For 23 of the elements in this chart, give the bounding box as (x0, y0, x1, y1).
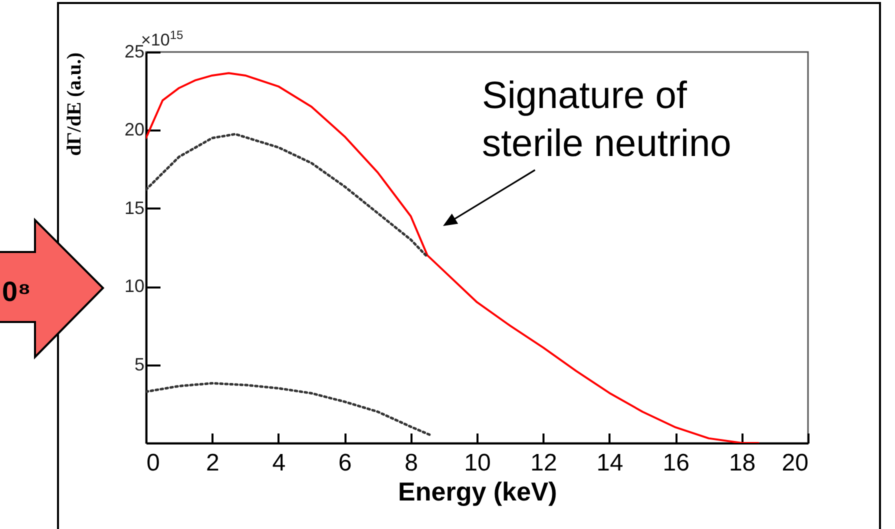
x-tick-label: 10 (464, 450, 491, 476)
x-tick-label: 4 (272, 450, 286, 476)
x-tick-label: 16 (662, 450, 690, 476)
y-tick-label: 10 (124, 276, 144, 296)
x-tick-label: 20 (782, 450, 808, 476)
x-tick-label: 8 (404, 450, 418, 476)
y-tick-label: 15 (124, 198, 144, 218)
y-tick-label: 5 (134, 354, 144, 374)
x-axis-title: Energy (keV) (398, 476, 557, 506)
x-tick-label: 14 (596, 450, 624, 476)
x-tick-label: 2 (206, 450, 220, 476)
x-tick-label: 18 (728, 450, 756, 476)
text: 0⁸ (2, 276, 31, 307)
y-axis-title: dΓ/dE (a.u.) (63, 52, 86, 156)
line-series (146, 72, 760, 443)
x-tick-label: 12 (530, 450, 558, 476)
text: ×10$^{15}$ (141, 28, 184, 50)
line-series (146, 382, 432, 436)
annotation: Signature of sterile neutrino (482, 74, 732, 167)
x-tick-label: 0 (146, 450, 160, 476)
line-series (146, 132, 429, 258)
y-tick-label: 20 (124, 120, 144, 140)
x-tick-label: 6 (338, 450, 352, 476)
